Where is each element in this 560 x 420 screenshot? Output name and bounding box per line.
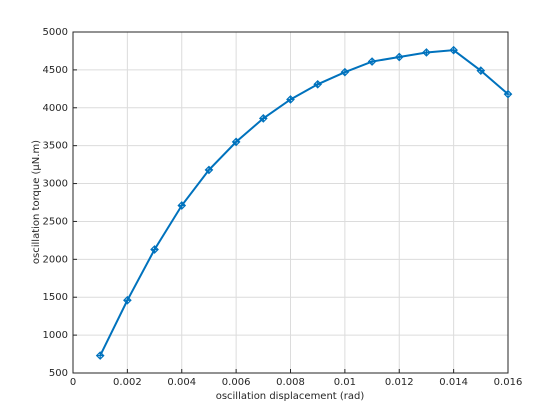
- data-marker: [476, 66, 486, 75]
- x-tick-label: 0: [70, 377, 76, 388]
- data-marker: [95, 351, 105, 360]
- y-tick-label: 500: [49, 368, 68, 379]
- data-marker: [123, 295, 132, 305]
- data-marker: [449, 45, 458, 55]
- x-tick-label: 0.006: [222, 377, 251, 388]
- y-tick-label: 4500: [43, 65, 68, 76]
- x-tick-label: 0.012: [385, 377, 414, 388]
- data-marker: [367, 57, 377, 66]
- data-marker: [422, 48, 431, 57]
- x-tick-label: 0.01: [334, 377, 356, 388]
- x-tick-label: 0.014: [439, 377, 468, 388]
- plot-box: [72, 31, 509, 374]
- y-tick-label: 2500: [43, 216, 68, 227]
- x-tick-label: 0.008: [276, 377, 305, 388]
- data-marker: [258, 114, 268, 123]
- data-marker: [204, 165, 214, 175]
- data-marker: [313, 79, 323, 89]
- y-tick-label: 5000: [43, 27, 68, 38]
- data-line: [99, 49, 509, 357]
- y-tick-label: 4000: [43, 103, 68, 114]
- data-marker: [340, 67, 350, 77]
- data-marker: [394, 52, 404, 62]
- x-tick-label: 0.004: [167, 377, 196, 388]
- x-tick-label: 0.016: [494, 377, 523, 388]
- y-tick-label: 2000: [43, 254, 68, 265]
- x-tick-label: 0.002: [113, 377, 142, 388]
- data-marker: [231, 137, 241, 147]
- y-tick-label: 3000: [43, 179, 68, 190]
- y-axis-label: oscillation torque (μN.m): [31, 140, 42, 264]
- y-tick-label: 3500: [43, 141, 68, 152]
- y-tick-label: 1500: [43, 292, 68, 303]
- x-axis-label: oscillation displacement (rad): [216, 391, 365, 402]
- data-marker: [150, 245, 159, 254]
- data-marker: [286, 95, 295, 104]
- data-marker: [503, 89, 513, 99]
- y-tick-label: 1000: [43, 330, 68, 341]
- data-marker: [177, 201, 187, 210]
